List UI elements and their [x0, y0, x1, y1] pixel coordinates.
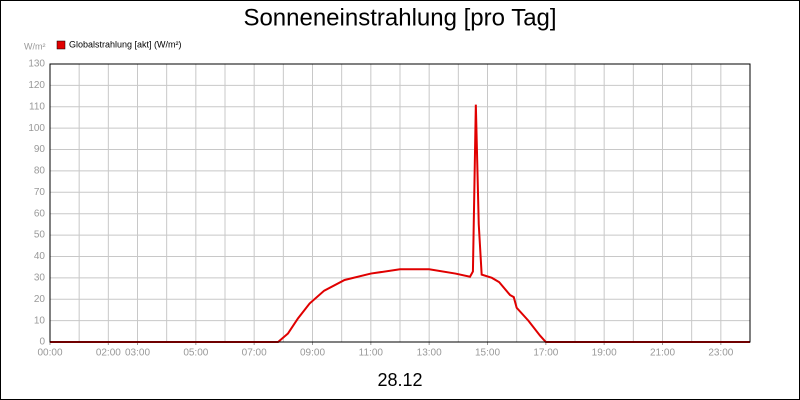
x-axis-label: 28.12	[377, 370, 422, 390]
line	[50, 104, 750, 343]
y-tick-label: 110	[29, 101, 45, 112]
x-tick-label: 15:00	[475, 348, 500, 359]
x-tick-label: 00:00	[37, 348, 62, 359]
x-tick-label: 11:00	[359, 348, 384, 359]
y-tick-label: 100	[28, 123, 45, 134]
legend-swatch	[56, 40, 66, 50]
marks	[50, 104, 750, 343]
y-tick-label: 120	[28, 80, 45, 91]
y-tick-label: 70	[34, 187, 46, 198]
chart-title: Sonneneinstrahlung [pro Tag]	[243, 4, 556, 31]
y-tick-label: 60	[34, 208, 46, 219]
y-tick-label: 10	[34, 315, 46, 326]
x-tick-label: 21:00	[650, 348, 675, 359]
y-tick-label: 80	[34, 166, 46, 177]
y-tick-label: 90	[34, 144, 46, 155]
plot-border	[49, 63, 751, 343]
y-tick-label: 0	[39, 337, 45, 348]
x-tick-label: 09:00	[300, 348, 325, 359]
x-tick-label: 05:00	[183, 348, 208, 359]
x-tick-label: 07:00	[242, 348, 267, 359]
y-tick-label: 40	[34, 251, 46, 262]
x-tick-label: 19:00	[592, 348, 617, 359]
legend-label: Globalstrahlung [akt] (W/m²)	[69, 39, 182, 49]
x-tick-label: 03:00	[125, 348, 150, 359]
y-tick-label: 20	[34, 294, 46, 305]
y-tick-label: 50	[34, 230, 46, 241]
x-tick-label: 17:00	[533, 348, 558, 359]
y-tick-label: 130	[28, 59, 45, 70]
y-axis-label: W/m²	[24, 41, 46, 51]
y-tick-label: 30	[34, 272, 46, 283]
legend: Globalstrahlung [akt] (W/m²)	[56, 39, 182, 50]
x-tick-label: 02:00	[96, 348, 121, 359]
x-tick-label: 23:00	[708, 348, 733, 359]
x-tick-label: 13:00	[417, 348, 442, 359]
